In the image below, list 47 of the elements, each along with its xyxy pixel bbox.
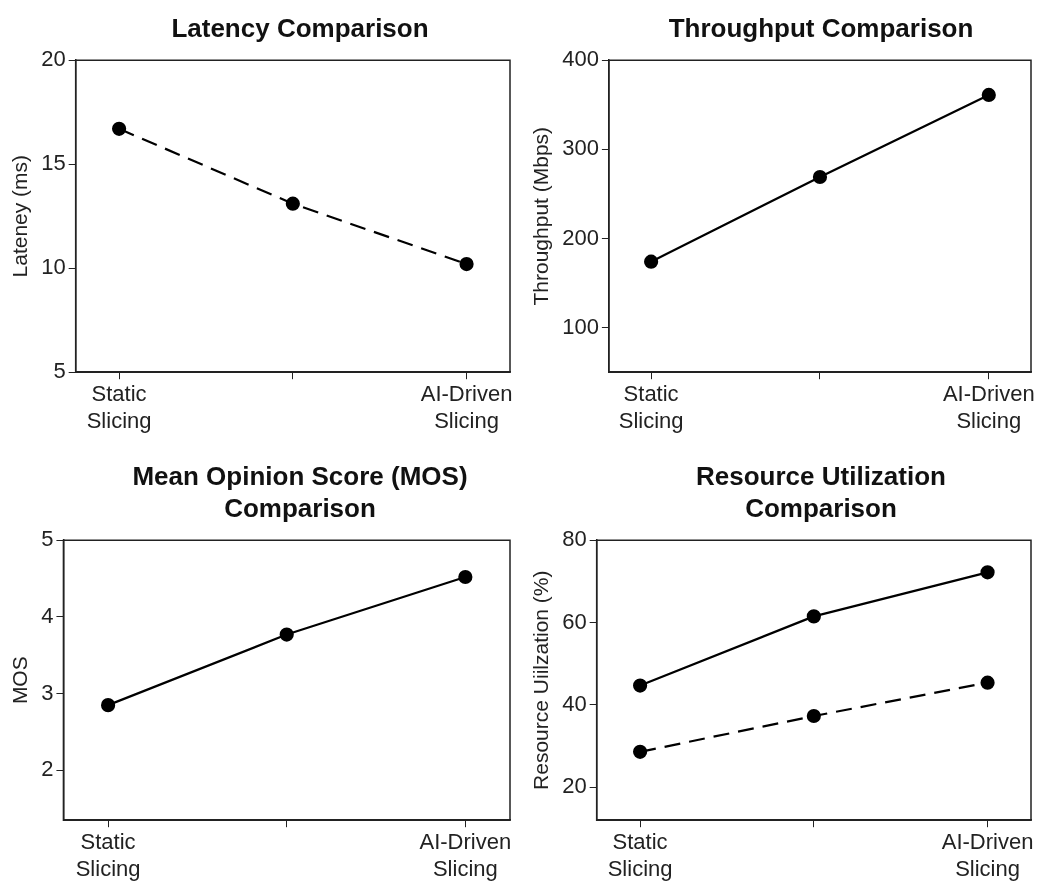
y-tick-label: 5 [41, 526, 54, 552]
point [459, 256, 474, 272]
x-tick-label: AI-Driven Slicing [941, 829, 1034, 881]
y-tick-label: 400 [562, 46, 599, 72]
y-tick-label: 5 [53, 358, 66, 384]
y-tick-label: 100 [562, 313, 599, 339]
point [285, 196, 300, 211]
y-tick-label: 20 [562, 773, 587, 799]
x-tick-label: Static Slicing [86, 381, 152, 433]
x-tick-label: AI-Driven Slicing [420, 381, 513, 433]
point [279, 627, 294, 642]
y-tick-label: 60 [562, 608, 587, 634]
y-axis-title: Lateney (ms) [8, 154, 32, 278]
point [812, 169, 828, 185]
y-tick-label: 2 [41, 756, 54, 782]
point [633, 678, 648, 693]
point [633, 744, 648, 759]
point [980, 565, 995, 580]
y-tick-label: 3 [41, 679, 54, 705]
point [100, 698, 116, 713]
point [644, 254, 659, 269]
y-axis-title: Throughput (Mbps) [529, 126, 553, 306]
chart-title: Resource Utilization Comparison [695, 460, 947, 524]
y-tick-label: 40 [562, 690, 587, 716]
y-tick-label: 300 [562, 135, 599, 161]
y-tick-label: 15 [41, 150, 66, 176]
x-tick-label: Static Slicing [607, 829, 673, 881]
chart-title: Latency Comparison [170, 12, 430, 44]
chart-title: Mean Opinion Score (MOS) Comparison [131, 460, 469, 524]
point [980, 675, 995, 690]
point [806, 708, 821, 724]
x-tick-label: Static Slicing [618, 381, 684, 433]
y-tick-label: 20 [41, 46, 66, 72]
point [981, 87, 996, 103]
y-axis-title: MOS [8, 656, 32, 705]
y-axis-title: Resource Uiilzation (%) [529, 570, 553, 790]
y-tick-label: 200 [562, 224, 599, 250]
x-tick-label: AI-Driven Slicing [419, 829, 512, 881]
point [112, 121, 127, 136]
point [458, 569, 473, 585]
y-tick-label: 4 [41, 602, 54, 628]
y-tick-label: 10 [41, 254, 66, 280]
x-tick-label: Static Slicing [75, 829, 141, 881]
x-tick-label: AI-Driven Slicing [942, 381, 1035, 433]
y-tick-label: 80 [562, 526, 587, 552]
point [806, 609, 821, 624]
chart-title: Throughput Comparison [667, 12, 975, 44]
